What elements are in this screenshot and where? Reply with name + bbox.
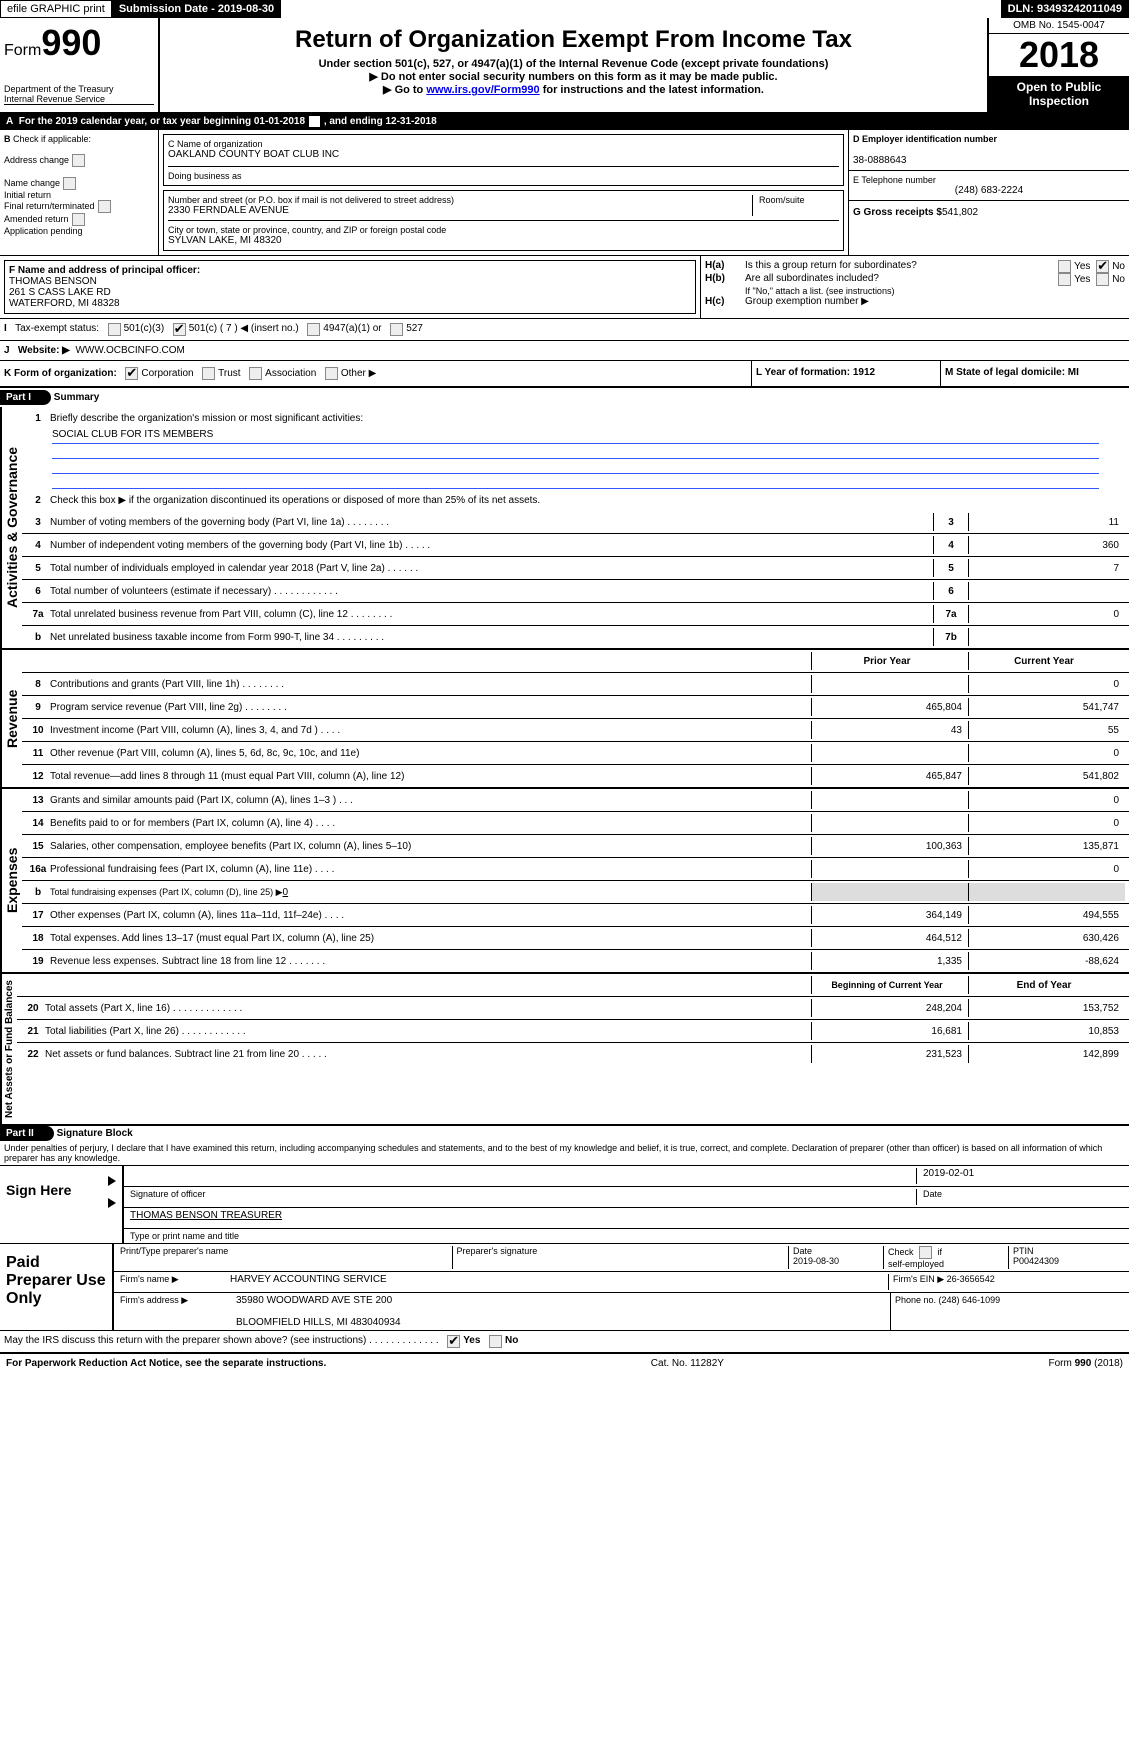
declaration: Under penalties of perjury, I declare th… (0, 1141, 1129, 1166)
dln: DLN: 93493242011049 (1001, 0, 1129, 18)
row-a: A For the 2019 calendar year, or tax yea… (0, 114, 1129, 130)
title-right: OMB No. 1545-0047 2018 Open to Public In… (987, 18, 1129, 112)
title-row: Form990 Department of the Treasury Inter… (0, 18, 1129, 114)
firm-name: HARVEY ACCOUNTING SERVICE (230, 1274, 888, 1290)
efile-box: efile GRAPHIC print (0, 0, 112, 18)
subtitle2: ▶ Do not enter social security numbers o… (164, 70, 983, 83)
website: WWW.OCBCINFO.COM (75, 345, 184, 356)
top-area: B Check if applicable: Address change Na… (0, 130, 1129, 256)
gross-receipts: 541,802 (942, 207, 978, 218)
part2-header: Part II Signature Block (0, 1126, 1129, 1141)
section-m: M State of legal domicile: MI (941, 361, 1129, 386)
subtitle1: Under section 501(c), 527, or 4947(a)(1)… (164, 58, 983, 70)
sidebar-rev: Revenue (0, 650, 22, 787)
mission: SOCIAL CLUB FOR ITS MEMBERS (52, 429, 1099, 444)
firm-ein: 26-3656542 (947, 1274, 995, 1284)
section-l: L Year of formation: 1912 (752, 361, 941, 386)
section-c: C Name of organization OAKLAND COUNTY BO… (159, 130, 848, 255)
footer-mid: Cat. No. 11282Y (651, 1358, 724, 1369)
sign-date: 2019-02-01 (916, 1168, 1123, 1184)
section-deg: D Employer identification number38-08886… (848, 130, 1129, 255)
phone: (248) 683-2224 (853, 185, 1125, 196)
firm-phone: Phone no. (248) 646-1099 (890, 1293, 1129, 1330)
submission-date: Submission Date - 2019-08-30 (112, 0, 281, 18)
footer: For Paperwork Reduction Act Notice, see … (0, 1354, 1129, 1373)
v3: 11 (969, 513, 1125, 531)
row-j: J Website: ▶ WWW.OCBCINFO.COM (0, 341, 1129, 361)
dept: Department of the Treasury (4, 84, 154, 94)
prep-date: 2019-08-30 (793, 1256, 839, 1266)
part1-header: Part I Summary (0, 388, 1129, 407)
city: SYLVAN LAKE, MI 48320 (168, 235, 839, 246)
sign-here-block: Sign Here 2019-02-01 Signature of office… (0, 1166, 1129, 1244)
paid-preparer-block: Paid Preparer Use Only Print/Type prepar… (0, 1244, 1129, 1331)
row-klm: K Form of organization: Corporation Trus… (0, 361, 1129, 388)
form-id: Form990 Department of the Treasury Inter… (0, 18, 160, 112)
section-b: B Check if applicable: Address change Na… (0, 130, 159, 255)
org-name: OAKLAND COUNTY BOAT CLUB INC (168, 149, 839, 160)
sidebar-na: Net Assets or Fund Balances (0, 974, 17, 1124)
subtitle3: ▶ Go to www.irs.gov/Form990 for instruct… (164, 83, 983, 96)
title-mid: Return of Organization Exempt From Incom… (160, 18, 987, 112)
omb: OMB No. 1545-0047 (989, 18, 1129, 34)
ptin: P00424309 (1013, 1256, 1059, 1266)
page-title: Return of Organization Exempt From Incom… (164, 26, 983, 54)
v5: 7 (969, 559, 1125, 577)
street: 2330 FERNDALE AVENUE (168, 205, 752, 216)
open-public: Open to Public Inspection (989, 76, 1129, 112)
top-header: efile GRAPHIC print Submission Date - 20… (0, 0, 1129, 18)
may-discuss: May the IRS discuss this return with the… (0, 1331, 1129, 1354)
row-i: I Tax-exempt status: 501(c)(3) 501(c) ( … (0, 319, 1129, 341)
footer-left: For Paperwork Reduction Act Notice, see … (6, 1358, 326, 1369)
section-expenses: Expenses 13Grants and similar amounts pa… (0, 789, 1129, 974)
section-h: H(a)Is this a group return for subordina… (701, 256, 1129, 318)
section-revenue: Revenue Prior YearCurrent Year 8Contribu… (0, 650, 1129, 789)
irs-link[interactable]: www.irs.gov/Form990 (426, 84, 539, 96)
section-netassets: Net Assets or Fund Balances Beginning of… (0, 974, 1129, 1126)
section-activities-governance: Activities & Governance 1Briefly describ… (0, 407, 1129, 650)
officer-name: THOMAS BENSON (9, 276, 97, 287)
row-fh: F Name and address of principal officer:… (0, 256, 1129, 319)
section-f: F Name and address of principal officer:… (0, 256, 701, 318)
officer-sig-name: THOMAS BENSON TREASURER (130, 1210, 282, 1221)
sidebar-ag: Activities & Governance (0, 407, 22, 648)
section-k: K Form of organization: Corporation Trus… (0, 361, 752, 386)
v4: 360 (969, 536, 1125, 554)
paid-label: Paid Preparer Use Only (0, 1244, 112, 1330)
irs: Internal Revenue Service (4, 94, 154, 105)
tax-year: 2018 (989, 34, 1129, 76)
v7a: 0 (969, 605, 1125, 623)
footer-right: Form 990 (2018) (1049, 1358, 1123, 1369)
sidebar-exp: Expenses (0, 789, 22, 972)
sign-here-label: Sign Here (0, 1166, 102, 1243)
ein: 38-0888643 (853, 155, 906, 166)
